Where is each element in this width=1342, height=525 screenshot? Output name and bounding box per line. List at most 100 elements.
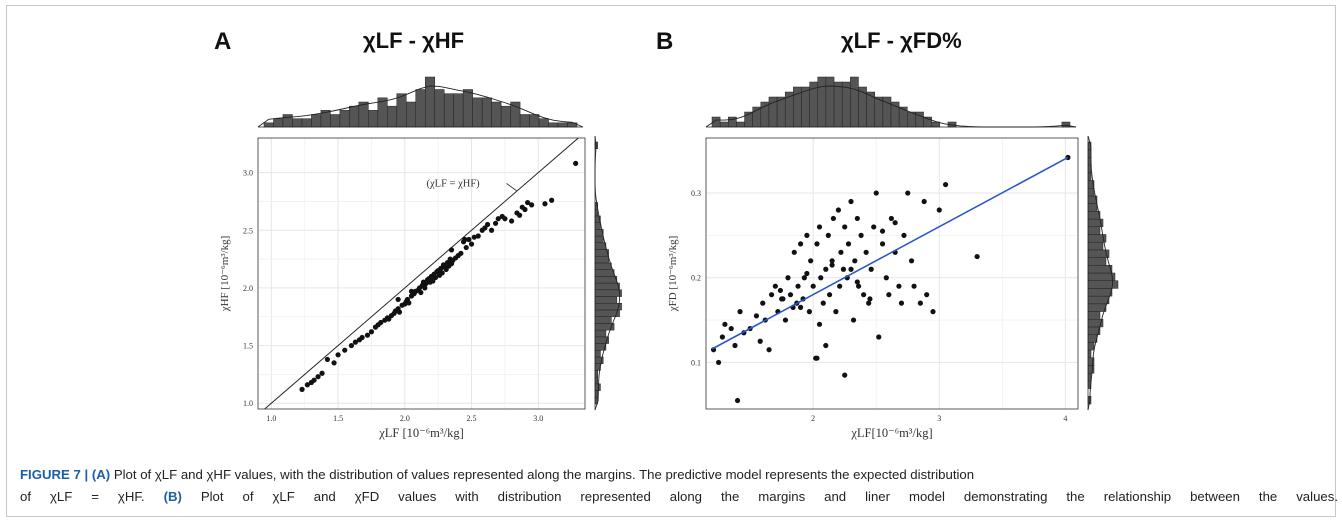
- y-histogram-bar: [594, 235, 604, 244]
- caption-b-label: (B): [163, 489, 182, 504]
- x-histogram-bar: [491, 101, 502, 128]
- data-point: [315, 374, 321, 380]
- x-histogram-bar: [349, 105, 360, 128]
- x-histogram-bar: [510, 101, 521, 128]
- x-histogram-bar: [443, 93, 454, 128]
- panel-a-annotation-leader: [506, 183, 518, 192]
- data-point: [331, 360, 337, 366]
- data-point: [810, 283, 816, 289]
- y-histogram-bar: [1087, 172, 1092, 181]
- data-point: [418, 289, 424, 296]
- y-histogram-bar: [594, 262, 612, 270]
- panel-b-letter: B: [656, 28, 674, 55]
- x-histogram-bar: [529, 114, 540, 128]
- panel-a-letter: A: [214, 28, 232, 55]
- data-point: [888, 215, 894, 222]
- x-histogram-bar: [415, 89, 426, 128]
- panel-b-points: [710, 154, 1071, 404]
- data-point: [835, 207, 842, 213]
- data-point: [867, 296, 873, 302]
- data-point: [816, 321, 823, 327]
- x-histogram-bar: [825, 76, 835, 128]
- data-point: [842, 224, 848, 230]
- y-histogram-bar: [1087, 164, 1092, 174]
- x-tick-label: 2.0: [400, 414, 410, 423]
- data-point: [766, 347, 772, 353]
- x-histogram-bar: [396, 93, 407, 128]
- x-histogram-bar: [907, 111, 916, 128]
- data-point: [396, 309, 403, 315]
- data-point: [432, 274, 439, 281]
- data-point: [484, 221, 491, 228]
- y-histogram-bar: [594, 276, 618, 284]
- x-tick-label: 3: [937, 414, 941, 423]
- data-point: [364, 332, 371, 338]
- x-histogram-bar: [719, 121, 729, 128]
- y-tick-label: 0.1: [691, 358, 701, 367]
- x-histogram-bar: [548, 122, 559, 128]
- data-point: [840, 266, 847, 272]
- panel-b-x-marginal-histogram: [705, 76, 1077, 128]
- data-point: [760, 300, 766, 306]
- data-point: [924, 292, 930, 298]
- data-point: [468, 241, 475, 247]
- data-point: [830, 215, 836, 222]
- x-tick-label: 1.5: [333, 414, 343, 423]
- x-histogram-bar: [1061, 121, 1071, 128]
- x-density-curve: [705, 85, 1077, 128]
- y-histogram-bar: [1087, 241, 1104, 251]
- x-density-curve: [257, 85, 584, 128]
- x-histogram-bar: [833, 81, 843, 128]
- y-tick-label: 1.0: [243, 399, 253, 408]
- y-histogram-bar: [1087, 365, 1095, 374]
- data-point: [908, 258, 915, 264]
- panel-b-plot: 2 3 4 0.1 0.2 0.3 χLF[10⁻⁶m³/kg] χFD [10⁻⁶m³/…: [667, 76, 1119, 440]
- data-point: [462, 236, 468, 243]
- y-histogram-bar: [1087, 295, 1110, 305]
- data-point: [722, 321, 728, 327]
- y-histogram-bar: [594, 376, 598, 385]
- data-point: [728, 325, 734, 332]
- data-point: [772, 283, 778, 289]
- data-point: [779, 296, 785, 302]
- panel-a-tick-labels: 1.0 1.5 2.0 2.5 3.0 1.0 1.5 2.0 2.5 3.0: [243, 169, 543, 423]
- panel-a-points: [299, 160, 579, 392]
- y-histogram-bar: [594, 289, 622, 297]
- panel-b-grid: [706, 138, 1078, 409]
- data-point: [883, 275, 889, 281]
- data-point: [517, 212, 523, 218]
- data-point: [368, 329, 375, 335]
- data-point: [492, 220, 499, 226]
- data-point: [319, 370, 325, 376]
- figure-caption: FIGURE 7 | (A) Plot of χLF and χHF value…: [20, 464, 1338, 508]
- x-histogram-bar: [817, 76, 827, 128]
- caption-line-1: FIGURE 7 | (A) Plot of χLF and χHF value…: [20, 464, 1338, 486]
- y-tick-label: 2.5: [243, 226, 253, 235]
- y-histogram-bar: [594, 269, 615, 277]
- caption-text-a-end: of χLF = χHF.: [20, 489, 164, 504]
- data-point: [823, 342, 829, 349]
- data-point: [732, 342, 738, 349]
- data-point: [439, 270, 445, 276]
- x-histogram-bar: [339, 110, 350, 128]
- x-histogram-bar: [557, 122, 568, 128]
- data-point: [854, 279, 860, 285]
- data-point: [785, 275, 791, 281]
- x-histogram-bar: [263, 122, 274, 128]
- data-point: [753, 313, 760, 319]
- x-histogram-bar: [358, 101, 369, 128]
- data-point: [876, 334, 882, 340]
- data-point: [378, 319, 384, 326]
- x-histogram-bar: [282, 114, 293, 128]
- data-point: [471, 234, 477, 240]
- data-point: [463, 244, 469, 251]
- data-point: [833, 309, 839, 315]
- x-tick-label: 3.0: [533, 414, 543, 423]
- data-point: [806, 309, 813, 315]
- caption-figure-label: FIGURE 7 | (A): [20, 467, 111, 482]
- data-point: [808, 258, 814, 264]
- x-histogram-bar: [292, 118, 303, 128]
- x-histogram-bar: [500, 105, 511, 128]
- y-histogram-bar: [594, 370, 598, 378]
- data-point: [911, 283, 917, 289]
